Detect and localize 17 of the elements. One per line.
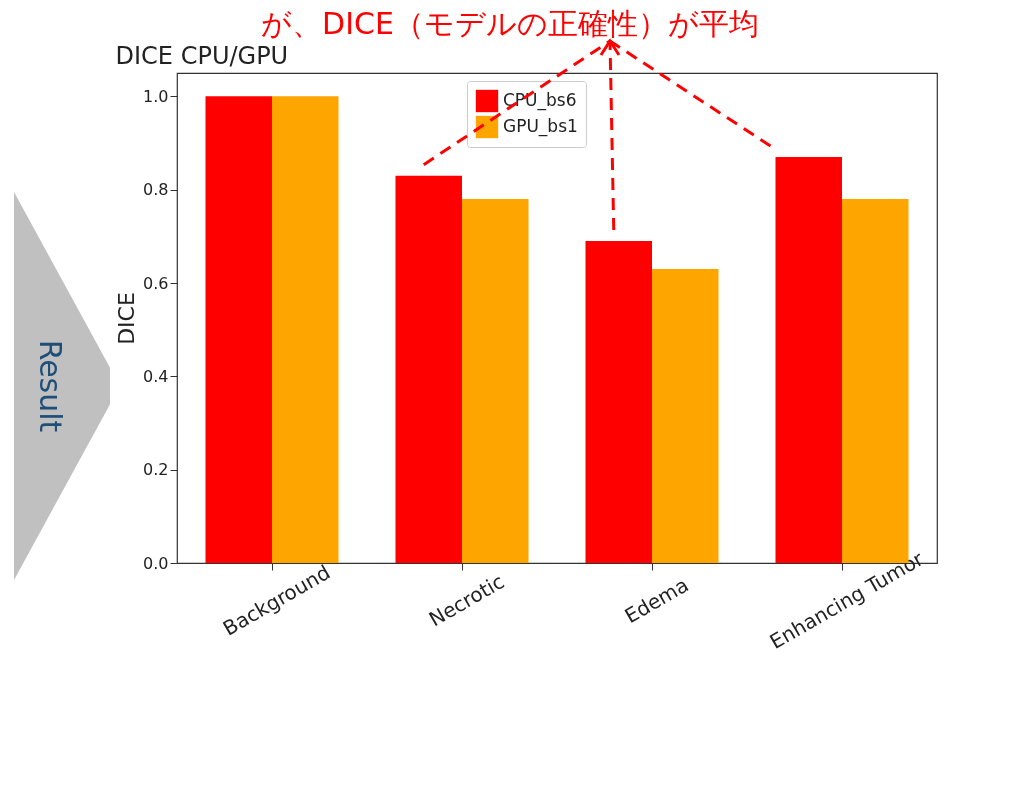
y-tick-label: 0.6 — [143, 273, 169, 293]
bar — [585, 241, 652, 563]
y-tick-label: 0.4 — [143, 366, 169, 386]
bar — [395, 175, 462, 563]
y-tick-label: 1.0 — [143, 86, 169, 106]
bar — [272, 96, 339, 563]
y-tick-label: 0.2 — [143, 460, 169, 480]
legend-label: CPU_bs6 — [503, 90, 577, 111]
legend-label: GPU_bs1 — [503, 116, 578, 137]
bar — [462, 199, 529, 563]
y-tick-label: 0.0 — [143, 553, 169, 573]
text: が、DICE（モデルの正確性）が平均 — [261, 6, 759, 41]
bar — [205, 96, 272, 563]
bar — [652, 269, 719, 563]
bar — [775, 157, 842, 563]
y-tick-label: 0.8 — [143, 180, 169, 200]
chart-title: DICE CPU/GPU — [115, 42, 289, 70]
